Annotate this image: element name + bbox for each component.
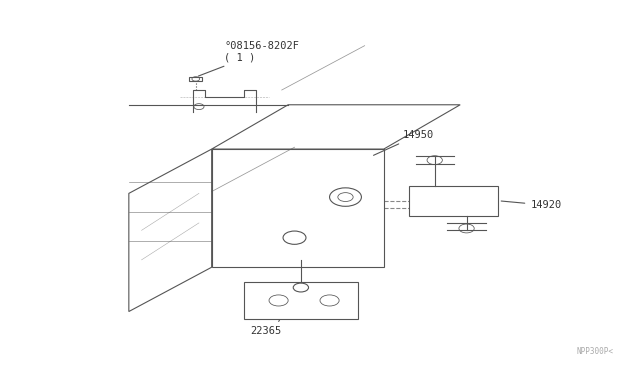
Text: 14920: 14920	[501, 200, 561, 210]
Text: 22365: 22365	[250, 321, 281, 336]
Text: 14950: 14950	[374, 130, 434, 155]
Text: °08156-8202F
( 1 ): °08156-8202F ( 1 )	[198, 41, 300, 76]
Text: NPP300P<: NPP300P<	[576, 347, 613, 356]
